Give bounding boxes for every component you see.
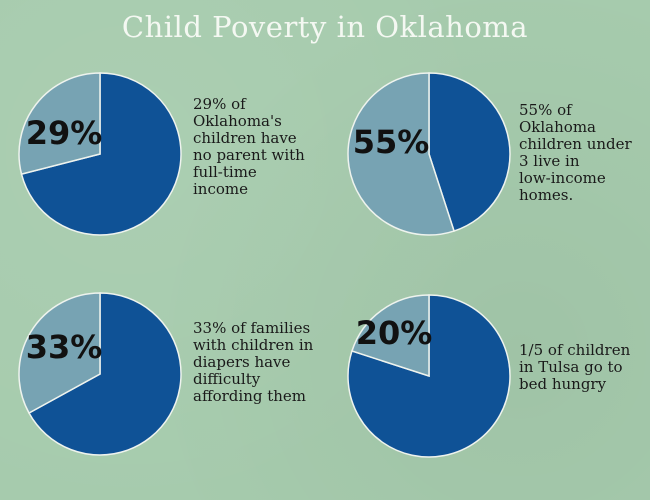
pie-panel-4: 20% 1/5 of children in Tulsa go to bed h… — [330, 280, 650, 500]
pie-chart-1: 29% — [18, 72, 182, 236]
pie-caption-2: 55% of Oklahoma children under 3 live in… — [519, 101, 632, 204]
pie-percent-label: 29% — [26, 114, 103, 152]
pie-panel-3: 33% 33% of families with children in dia… — [0, 280, 325, 500]
pie-percent-label: 55% — [353, 123, 430, 161]
pie-panel-1: 29% 29% of Oklahoma's children have no p… — [0, 60, 325, 280]
pie-caption-4: 1/5 of children in Tulsa go to bed hungr… — [519, 341, 631, 393]
chart-title: Child Poverty in Oklahoma — [121, 10, 529, 44]
pie-slice-highlight — [347, 72, 455, 236]
pie-slice-highlight — [18, 292, 101, 415]
pie-chart-3: 33% — [18, 292, 182, 456]
pie-percent-label: 20% — [356, 314, 433, 352]
pie-slice-highlight — [351, 294, 430, 378]
pie-chart-2: 55% — [347, 72, 511, 236]
pie-caption-3: 33% of families with children in diapers… — [193, 319, 314, 405]
pie-slice-highlight — [18, 72, 101, 176]
pie-panel-2: 55% 55% of Oklahoma children under 3 liv… — [330, 60, 650, 280]
pie-caption-1: 29% of Oklahoma's children have no paren… — [193, 95, 305, 198]
pie-percent-label: 33% — [26, 328, 103, 366]
pie-slice-rest — [20, 72, 182, 236]
pie-slice-rest — [428, 72, 511, 232]
pie-chart-4: 20% — [347, 294, 511, 458]
pie-slice-rest — [27, 292, 182, 456]
